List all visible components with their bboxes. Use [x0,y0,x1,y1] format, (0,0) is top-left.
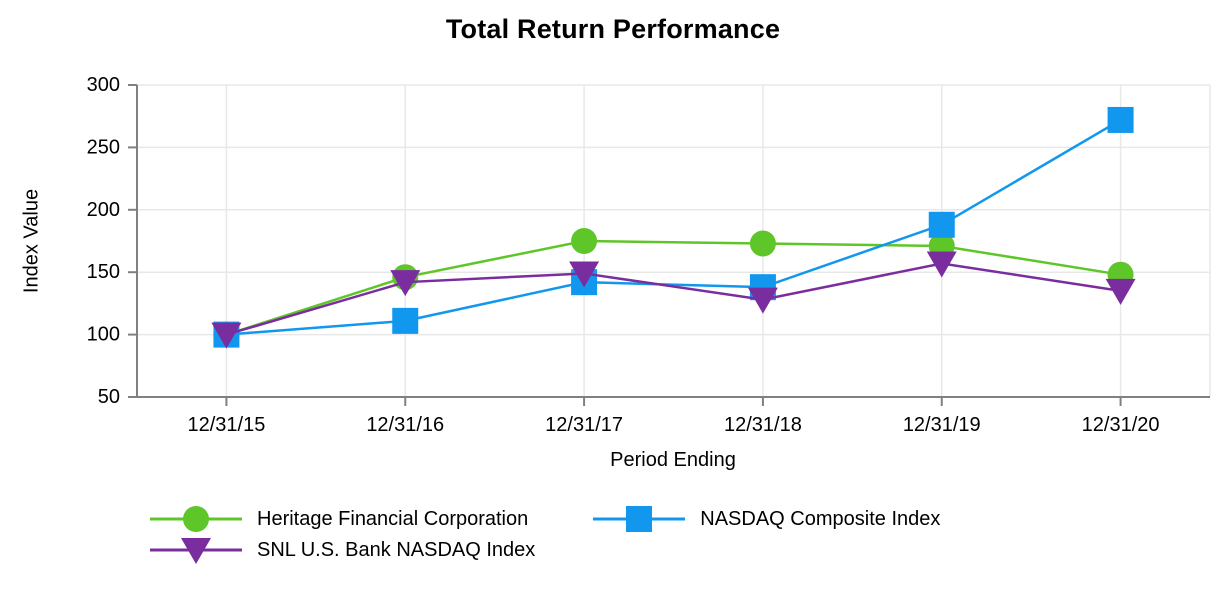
y-tick-label: 50 [98,386,120,408]
data-point [390,270,421,297]
legend-item-heritage-financial: Heritage Financial Corporation [150,505,535,533]
legend-label: SNL U.S. Bank NASDAQ Index [257,538,536,561]
data-point [928,211,955,238]
data-point [926,251,957,278]
x-tick-label: 12/31/15 [187,414,265,436]
line-chart-plot: 50 100 150 200 250 300 12/31/15 12/31/16 12/31/1… [87,74,1211,436]
data-point [392,307,419,334]
data-point [1107,106,1134,133]
series-1 [213,106,1134,348]
y-tick-label: 200 [87,199,120,221]
legend-label: NASDAQ Composite Index [700,507,941,530]
axes: 50 100 150 200 250 300 12/31/15 12/31/16 12/31/1… [87,74,1210,436]
data-point [569,261,600,288]
x-tick-label: 12/31/17 [545,414,623,436]
legend-item-nasdaq-composite: NASDAQ Composite Index [593,505,940,533]
legend-marker-shape [626,506,653,532]
data-point [211,322,242,349]
x-tick-label: 12/31/19 [903,414,981,436]
x-tick-label: 12/31/18 [724,414,802,436]
circle-series-legend-icon [150,506,242,532]
series-line [226,262,1121,336]
x-tick-label: 12/31/16 [366,414,444,436]
legend-marker-shape [183,506,209,532]
data-point [1105,278,1136,305]
series-line [226,118,1122,336]
data-point [747,287,778,314]
legend-label: Heritage Financial Corporation [257,507,529,530]
series-2 [211,251,1136,349]
chart-legend: Heritage Financial Corporation NASDAQ Co… [150,505,940,564]
data-point [571,228,598,254]
square-series-legend-icon [593,506,686,532]
y-tick-label: 300 [87,74,120,96]
y-tick-label: 100 [87,324,120,346]
series-line [226,239,1121,336]
data-point [749,230,776,257]
chart-title: Total Return Performance [445,14,781,44]
triangle-series-legend-icon [150,538,242,564]
y-tick-label: 250 [87,136,120,158]
legend-marker-shape [181,538,211,564]
x-axis-title: Period Ending [610,449,736,471]
legend-item-snl-us-bank-nasdaq: SNL U.S. Bank NASDAQ Index [150,536,535,564]
y-tick-label: 150 [87,261,120,283]
x-tick-label: 12/31/20 [1082,414,1160,436]
